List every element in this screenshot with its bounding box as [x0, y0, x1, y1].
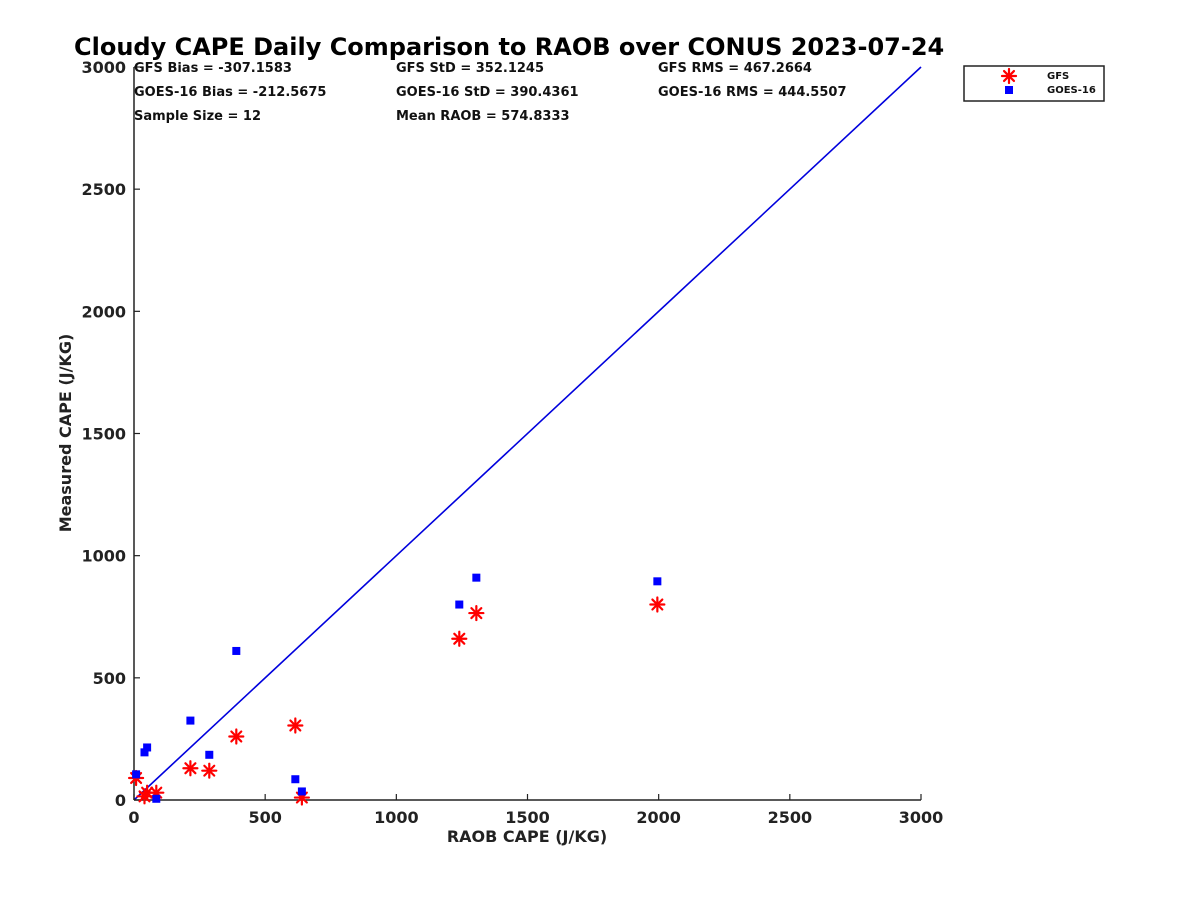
goes16-point	[205, 750, 214, 759]
goes16-point	[455, 600, 464, 609]
legend-label-gfs: GFS	[1047, 71, 1069, 82]
legend-marker-goes16	[1005, 86, 1013, 94]
goes16-point	[152, 794, 161, 803]
goes16-point	[472, 573, 481, 582]
stat-goes-rms: GOES-16 RMS = 444.5507	[658, 85, 847, 100]
goes16-point	[143, 743, 152, 752]
legend-marker-gfs-glyph	[1000, 67, 1018, 85]
y-tick-label: 500	[93, 669, 126, 688]
y-axis-label: Measured CAPE (J/KG)	[56, 334, 75, 533]
goes16-point	[291, 775, 300, 784]
stat-goes-bias: GOES-16 Bias = -212.5675	[134, 85, 326, 100]
stats-block: GFS Bias = -307.1583 GFS StD = 352.1245 …	[134, 61, 847, 124]
reference-line-group	[133, 66, 922, 801]
gfs-point	[182, 760, 199, 777]
x-tick-label: 3000	[899, 808, 944, 827]
y-tick-label: 2000	[81, 302, 126, 321]
legend-marker-goes16-glyph	[1005, 86, 1013, 94]
gfs-point	[451, 630, 468, 647]
y-tick-label: 2500	[81, 180, 126, 199]
gfs-point	[649, 596, 666, 613]
x-tick-label: 1500	[505, 808, 550, 827]
x-tick-label: 0	[128, 808, 139, 827]
gfs-point	[201, 762, 218, 779]
gfs-point	[228, 728, 245, 745]
legend: GFS GOES-16	[963, 65, 1105, 102]
legend-label-goes16: GOES-16	[1047, 85, 1096, 96]
goes16-point	[140, 748, 149, 757]
y-ticks: 0 500 1000 1500 2000 2500 3000	[81, 58, 140, 810]
stat-mean-raob: Mean RAOB = 574.8333	[396, 109, 570, 124]
chart-title: Cloudy CAPE Daily Comparison to RAOB ove…	[74, 33, 944, 61]
x-tick-label: 2500	[768, 808, 813, 827]
x-tick-label: 2000	[636, 808, 681, 827]
stat-goes-std: GOES-16 StD = 390.4361	[396, 85, 579, 100]
gfs-point	[287, 717, 304, 734]
goes16-point	[653, 577, 662, 586]
gfs-point	[468, 604, 485, 622]
goes16-point	[132, 770, 141, 779]
stat-gfs-bias: GFS Bias = -307.1583	[134, 61, 292, 76]
stat-gfs-std: GFS StD = 352.1245	[396, 61, 544, 76]
y-tick-label: 1000	[81, 547, 126, 566]
reference-line	[133, 66, 922, 801]
y-tick-label: 1500	[81, 425, 126, 444]
data-points	[127, 573, 666, 806]
y-tick-label: 0	[115, 791, 126, 810]
stat-gfs-rms: GFS RMS = 467.2664	[658, 61, 812, 76]
goes16-point	[297, 787, 306, 796]
y-tick-label: 3000	[81, 58, 126, 77]
legend-box	[963, 65, 1105, 102]
goes16-point	[232, 646, 241, 655]
x-axis-label: RAOB CAPE (J/KG)	[447, 827, 607, 846]
x-ticks: 0 500 1000 1500 2000 2500 3000	[128, 794, 943, 827]
x-tick-label: 1000	[374, 808, 419, 827]
stat-sample-size: Sample Size = 12	[134, 109, 261, 124]
legend-marker-gfs	[1000, 67, 1018, 85]
goes16-point	[186, 716, 195, 725]
x-tick-label: 500	[248, 808, 281, 827]
